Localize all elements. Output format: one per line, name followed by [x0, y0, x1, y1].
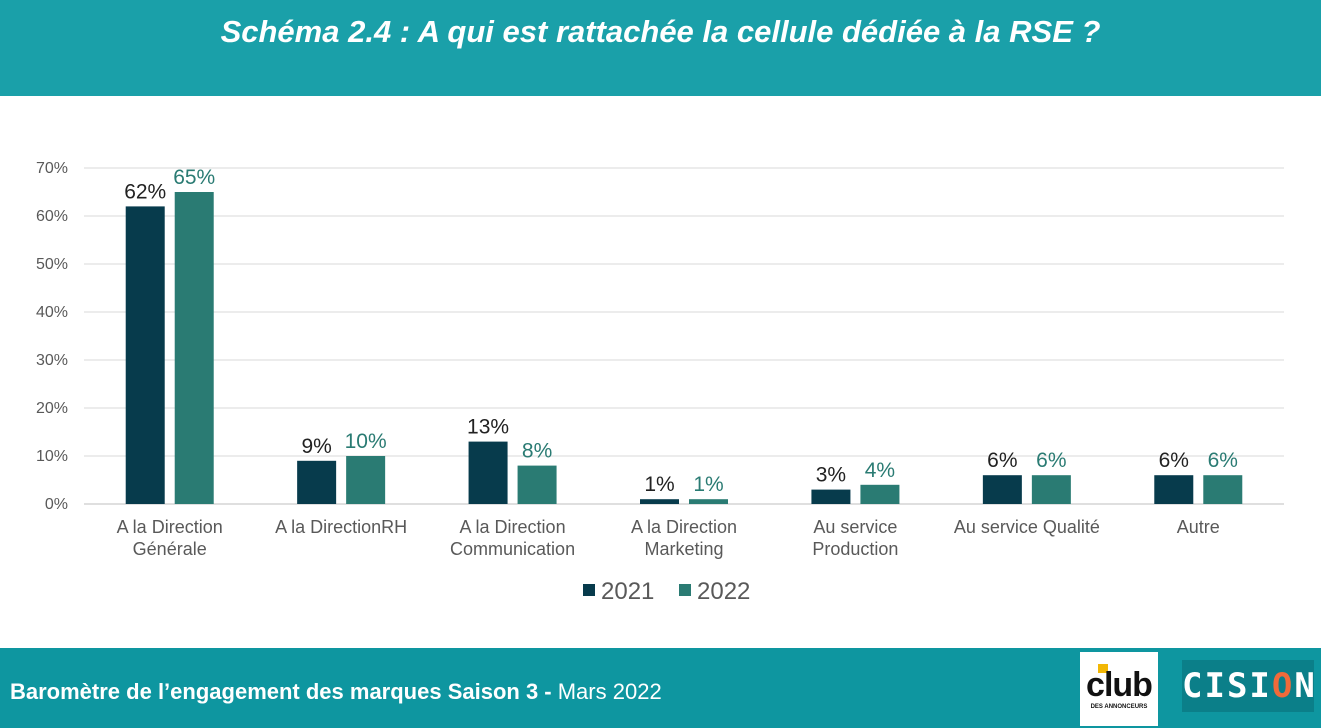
x-tick-label: A la Direction [460, 517, 566, 537]
crown-icon [1098, 664, 1108, 673]
legend-label-2021: 2021 [601, 578, 654, 605]
x-tick-label: Marketing [644, 539, 723, 559]
x-tick-label: A la Direction [117, 517, 223, 537]
data-label-2021: 6% [1159, 449, 1189, 472]
data-label-2022: 8% [522, 440, 552, 463]
x-tick-label: Générale [133, 539, 207, 559]
data-label-2022: 65% [173, 166, 215, 189]
bar-2022 [689, 499, 728, 504]
cision-logo-word: CISION [1182, 666, 1317, 706]
data-label-2021: 13% [467, 416, 509, 439]
data-label-2022: 10% [345, 430, 387, 453]
data-label-2022: 1% [693, 473, 723, 496]
bar-2021 [811, 489, 851, 504]
bar-chart: 0% 10% 20% 30% 40% 50% 60% 70% 62% 9% 13% 1% 3% 6% 6% 6… [36, 160, 1284, 605]
footer-title: Baromètre de l’engagement des marques Sa… [10, 679, 558, 704]
y-tick-label: 10% [36, 448, 68, 465]
data-label-2021: 62% [124, 180, 166, 203]
club-logo-word: club [1086, 666, 1153, 704]
data-label-2021: 6% [987, 449, 1017, 472]
y-tick-label: 50% [36, 256, 68, 273]
y-tick-label: 70% [36, 160, 68, 177]
bar-2021 [1154, 475, 1194, 504]
bar-2022 [174, 192, 214, 504]
legend-label-2022: 2022 [697, 578, 750, 605]
bar-2022 [1031, 475, 1071, 504]
data-label-2022: 4% [865, 459, 895, 482]
x-tick-label: Communication [450, 539, 575, 559]
y-tick-label: 60% [36, 208, 68, 225]
y-tick-label: 20% [36, 400, 68, 417]
footer-text: Baromètre de l’engagement des marques Sa… [10, 679, 662, 705]
page-title: Schéma 2.4 : A qui est rattachée la cell… [220, 14, 1101, 49]
bar-2021 [125, 206, 165, 504]
bar-2022 [1203, 475, 1243, 504]
club-des-annonceurs-logo: club DES ANNONCEURS [1080, 652, 1158, 726]
data-label-2021: 1% [644, 473, 674, 496]
x-tick-label: Au service [813, 517, 897, 537]
bar-2022 [517, 465, 557, 504]
y-tick-label: 40% [36, 304, 68, 321]
bar-2022 [346, 456, 386, 504]
data-label-2021: 9% [301, 435, 331, 458]
x-tick-label: Au service Qualité [954, 517, 1100, 537]
data-label-2022: 6% [1036, 449, 1066, 472]
footer-date: Mars 2022 [557, 679, 662, 704]
club-logo-subtitle: DES ANNONCEURS [1090, 704, 1148, 710]
legend-swatch-2021 [583, 584, 595, 596]
cision-logo: CISION [1182, 660, 1317, 712]
bar-2021 [297, 460, 337, 504]
x-tick-label: A la Direction [631, 517, 737, 537]
y-tick-label: 0% [45, 496, 68, 513]
header-banner: Schéma 2.4 : A qui est rattachée la cell… [0, 0, 1321, 96]
y-tick-label: 30% [36, 352, 68, 369]
x-tick-label: A la DirectionRH [275, 517, 407, 537]
data-label-2021: 3% [816, 464, 846, 487]
x-tick-label: Autre [1177, 517, 1220, 537]
bar-2021 [640, 499, 679, 504]
bar-2021 [982, 475, 1022, 504]
bar-2021 [468, 441, 508, 504]
bar-2022 [860, 484, 900, 504]
x-tick-label: Production [812, 539, 898, 559]
data-label-2022: 6% [1208, 449, 1238, 472]
legend-swatch-2022 [679, 584, 691, 596]
